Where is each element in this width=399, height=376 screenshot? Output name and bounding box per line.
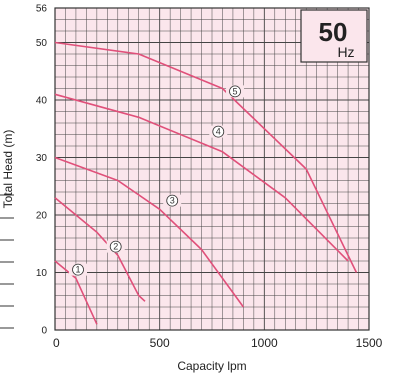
curve-1	[54, 260, 98, 325]
curve-label-circle	[229, 85, 241, 98]
curve-label-4: 4	[209, 125, 228, 138]
curve-3	[54, 156, 245, 308]
y-tick-label: 50	[36, 38, 48, 49]
frequency-badge-box	[300, 9, 368, 63]
curve-label-text: 5	[233, 86, 238, 96]
curve-label-circle	[166, 194, 179, 207]
x-axis-label: Capacity lpm	[177, 359, 246, 373]
x-tick-label: 500	[150, 336, 170, 350]
curve-label-text: 1	[76, 265, 81, 275]
y-tick-label: 0	[41, 326, 47, 337]
left-edge-marks	[0, 194, 14, 329]
frequency-badge: 50 Hz	[300, 9, 368, 63]
curve-label-circle	[72, 263, 84, 276]
curve-label-circle	[109, 240, 122, 253]
plot-border	[54, 7, 370, 331]
curve-label-3: 3	[163, 194, 182, 207]
y-tick-label: 56	[36, 4, 48, 15]
curve-label-text: 4	[216, 127, 221, 137]
y-tick-label: 20	[36, 211, 48, 222]
curves	[54, 41, 358, 325]
curve-4	[54, 93, 349, 262]
y-axis-ticks: 0 10 20 30 40 50 56	[36, 4, 48, 337]
x-tick-label: 0	[53, 336, 60, 350]
y-tick-label: 40	[36, 96, 48, 107]
x-tick-label: 1500	[356, 336, 383, 350]
plot-frame	[54, 7, 370, 331]
frequency-value: 50	[319, 17, 348, 47]
curve-5	[54, 41, 358, 273]
curve-label-5: 5	[226, 85, 245, 98]
grid	[55, 8, 369, 330]
y-tick-label: 10	[36, 268, 48, 279]
y-tick-label: 30	[36, 153, 48, 164]
curve-labels: 1 2 3 4 5	[69, 85, 245, 276]
x-axis-ticks: 0 500 1000 1500	[53, 336, 383, 350]
y-axis-label: Total Head (m)	[1, 130, 15, 209]
curve-label-text: 3	[170, 196, 175, 206]
frequency-unit: Hz	[337, 44, 354, 60]
curve-label-text: 2	[113, 242, 118, 252]
curve-label-circle	[212, 125, 225, 138]
curve-label-2: 2	[106, 240, 125, 253]
curve-2	[54, 197, 146, 302]
curve-label-1: 1	[69, 263, 88, 276]
x-tick-label: 1000	[251, 336, 278, 350]
